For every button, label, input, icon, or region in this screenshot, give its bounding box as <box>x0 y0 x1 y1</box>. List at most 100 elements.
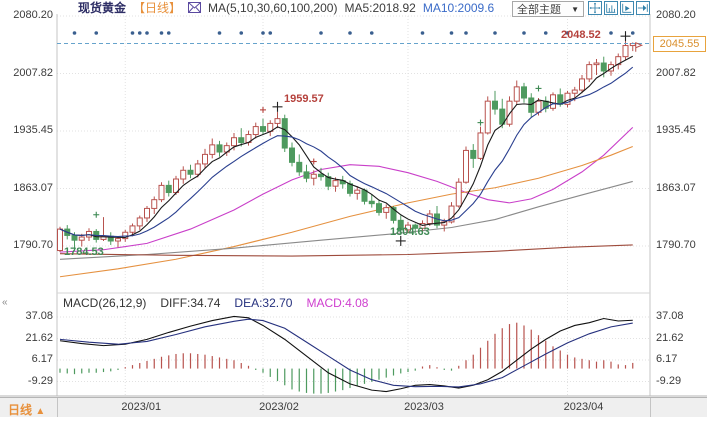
axis-label: -9.29 <box>27 374 53 387</box>
candle <box>136 217 143 227</box>
ma-line-ma100 <box>59 180 633 260</box>
candle <box>528 97 535 113</box>
crosshair-tool-button[interactable] <box>588 1 602 15</box>
axis-label: 1863.07 <box>13 181 53 194</box>
period-selector[interactable]: 日线 ▲ <box>8 401 45 418</box>
candle <box>100 235 107 240</box>
period-selector-label: 日线 <box>8 403 33 417</box>
candle <box>216 144 223 153</box>
axis-label: 2080.20 <box>656 9 696 21</box>
bottom-bar: 日线 ▲ 2023/01 2023/02 2023/03 2023/04 <box>0 397 707 417</box>
candle <box>57 228 63 252</box>
candle <box>550 94 556 109</box>
candle <box>622 45 629 58</box>
candle <box>202 153 208 165</box>
ma-line-ma5 <box>59 55 634 239</box>
event-dot <box>369 31 374 35</box>
event-dot <box>261 31 265 35</box>
candle <box>506 100 513 125</box>
event-dot <box>449 31 454 35</box>
candle <box>238 137 245 143</box>
candle <box>586 64 593 80</box>
scale-fit-button[interactable] <box>604 1 618 15</box>
event-dot <box>420 31 425 35</box>
price-annotation: 1784.53 <box>64 246 104 258</box>
right-price-axis: 2080.20 2007.82 1935.45 1863.07 1790.70 37.08… <box>656 0 706 425</box>
collapse-panel-icon[interactable]: « <box>2 297 8 308</box>
candle <box>144 207 150 219</box>
axis-play-icon <box>622 3 632 13</box>
event-dot <box>630 31 635 35</box>
candle <box>281 118 288 149</box>
candle <box>448 205 455 223</box>
candle <box>397 219 404 231</box>
latest-flag-marker <box>635 42 644 52</box>
axis-label: 6.17 <box>31 352 53 365</box>
price-annotation: 1959.57 <box>284 93 324 105</box>
envelope-icon[interactable] <box>188 2 202 13</box>
ma-line-ma60 <box>59 145 633 278</box>
axis-label: 1863.07 <box>656 181 696 194</box>
candle <box>78 236 85 241</box>
candle <box>492 100 498 110</box>
auto-scroll-button[interactable] <box>620 1 634 15</box>
axis-label: 6.17 <box>656 352 678 365</box>
candle <box>361 189 368 202</box>
candle <box>289 147 295 163</box>
bottom-bar-divider <box>650 398 651 417</box>
candle <box>194 163 201 175</box>
candle <box>129 225 136 233</box>
ma-line-ma200 <box>59 244 633 257</box>
goto-latest-button[interactable] <box>636 1 650 15</box>
chart-toolbar <box>588 1 650 15</box>
theme-dropdown[interactable]: 全部主题 ▼ <box>512 1 584 17</box>
macd-title[interactable]: MACD(26,12,9) <box>63 296 147 310</box>
axis-label: 1935.45 <box>13 124 53 136</box>
axis-label: 2080.20 <box>13 9 53 21</box>
macd-diff-line <box>59 315 633 393</box>
axis-label: 2007.82 <box>13 66 53 79</box>
event-dot <box>268 31 273 35</box>
candle <box>310 173 317 179</box>
candle <box>187 169 194 175</box>
candle <box>296 161 303 173</box>
event-dot <box>239 31 244 35</box>
candle <box>593 62 600 66</box>
event-dot <box>522 31 526 35</box>
symbol-name[interactable]: 现货黄金 <box>78 1 127 15</box>
candle <box>600 62 607 72</box>
month-label: 2023/04 <box>563 401 604 413</box>
ma-settings-label[interactable]: MA(5,10,30,60,100,200) <box>208 0 338 15</box>
ma10-value: MA10:2009.6 <box>422 0 495 15</box>
candle <box>71 234 78 241</box>
candle <box>332 180 339 187</box>
macd-dea-value: DEA:32.70 <box>234 296 293 310</box>
price-annotation: 2048.52 <box>561 29 601 41</box>
last-price-box: 2045.55 <box>653 35 706 52</box>
period-tag: 【日线】 <box>133 1 182 15</box>
candle <box>455 181 462 207</box>
candle <box>521 86 527 99</box>
pan-right-icon <box>637 4 648 12</box>
event-dot <box>72 31 77 35</box>
ma-line-ma10 <box>59 66 634 238</box>
ma5-value: MA5:2018.92 <box>344 0 416 15</box>
candle <box>513 86 520 102</box>
candle <box>405 224 411 231</box>
axis-label: -9.29 <box>656 374 682 387</box>
candle <box>579 78 585 91</box>
candle <box>390 207 397 221</box>
candle <box>325 176 332 187</box>
candle <box>477 132 484 159</box>
axis-label: 21.62 <box>25 331 53 344</box>
candle <box>412 224 419 229</box>
price-annotation: 1804.63 <box>390 226 430 238</box>
event-dot <box>166 31 171 35</box>
candle <box>463 149 469 183</box>
left-price-axis: 2080.20 2007.82 1935.45 1863.07 1790.70 37.08… <box>0 0 53 425</box>
candle <box>274 118 281 124</box>
candle <box>252 126 259 136</box>
candle <box>354 189 361 194</box>
